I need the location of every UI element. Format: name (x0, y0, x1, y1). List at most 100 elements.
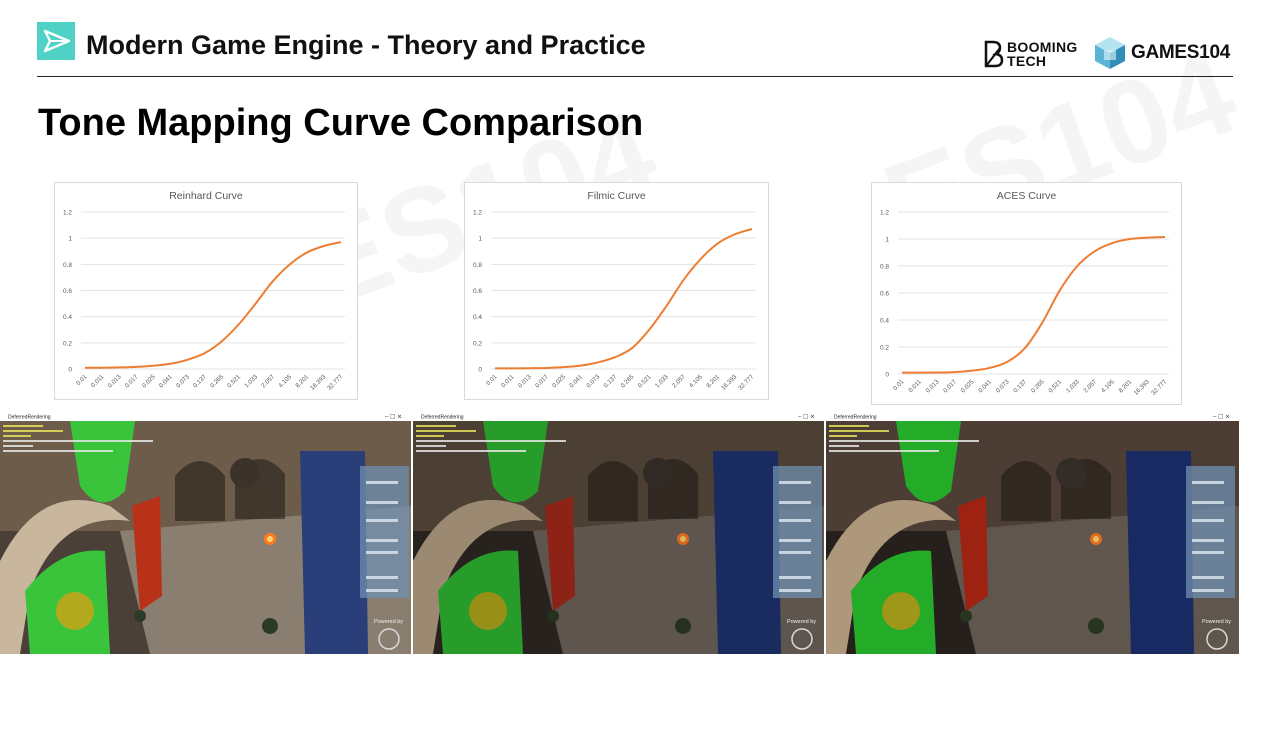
settings-row[interactable] (779, 501, 811, 504)
window-titlebar (0, 411, 411, 421)
y-tick-label: 0 (478, 367, 482, 374)
x-tick-label: 0.521 (637, 373, 653, 389)
powered-by-label: Powered by (787, 619, 816, 625)
x-tick-label: 0.013 (107, 373, 123, 389)
settings-row[interactable] (1192, 551, 1224, 554)
red-banner (958, 496, 988, 611)
x-tick-label: 0.011 (907, 378, 923, 394)
x-tick-label: 0.265 (209, 373, 225, 389)
booming-text: BOOMING (1007, 39, 1078, 55)
settings-row[interactable] (366, 501, 398, 504)
debug-overlay-line (829, 440, 979, 442)
x-tick-label: 0.025 (551, 373, 567, 389)
booming-tech-logo: BOOMING TECH (983, 38, 1083, 70)
x-tick-label: 0.017 (534, 373, 550, 389)
window-controls[interactable]: – ☐ ✕ (798, 414, 815, 421)
settings-row[interactable] (1192, 539, 1224, 542)
debug-overlay-line (416, 450, 526, 452)
settings-row[interactable] (366, 551, 398, 554)
aces-chart: ACES Curve 0 0.2 0.4 0.6 0.8 1 1.2 0.01 0.011 0.01… (871, 182, 1182, 405)
slide-header: Modern Game Engine - Theory and Practice… (0, 0, 1280, 80)
y-tick-label: 0.6 (880, 291, 889, 298)
x-tick-label: 0.041 (158, 373, 174, 389)
filmic-scene: DeferredRendering – ☐ ✕ Powered by (413, 411, 824, 654)
x-tick-label: 0.041 (977, 378, 993, 394)
y-tick-label: 0.4 (880, 318, 889, 325)
powered-by-label: Powered by (374, 619, 403, 625)
powered-by-label: Powered by (1202, 619, 1231, 625)
red-banner (132, 496, 162, 611)
settings-row[interactable] (366, 589, 398, 592)
window-controls[interactable]: – ☐ ✕ (1213, 414, 1230, 421)
settings-row[interactable] (1192, 501, 1224, 504)
settings-row[interactable] (779, 519, 811, 522)
x-tick-label: 0.025 (960, 378, 976, 394)
settings-row[interactable] (779, 481, 811, 484)
x-tick-label: 0.013 (925, 378, 941, 394)
reinhard-screenshot: DeferredRendering – ☐ ✕ Powered by (0, 411, 411, 654)
x-tick-label: 1.033 (654, 373, 670, 389)
page-title: Tone Mapping Curve Comparison (38, 102, 644, 144)
plant (675, 618, 691, 634)
stone-arch (413, 500, 543, 654)
brazier-core (1093, 536, 1099, 542)
x-tick-label: 0.521 (1047, 378, 1063, 394)
x-tick-label: 16.393 (1133, 378, 1152, 397)
y-tick-label: 1.2 (63, 210, 72, 217)
yellow-emblem (882, 592, 920, 630)
settings-row[interactable] (779, 589, 811, 592)
series-line (84, 241, 342, 369)
reinhard-scene: DeferredRendering – ☐ ✕ Powered by (0, 411, 411, 654)
x-tick-label: 16.393 (720, 373, 739, 392)
settings-row[interactable] (366, 519, 398, 522)
reinhard-chart-svg: Reinhard Curve 0 0.2 0.4 0.6 0.8 1 1.2 0.01 0.011… (63, 190, 345, 392)
paper-plane-icon (37, 22, 75, 60)
settings-row[interactable] (1192, 589, 1224, 592)
debug-overlay-line (829, 450, 939, 452)
stone-arch (0, 500, 130, 654)
x-tick-label: 2.057 (260, 373, 276, 389)
yellow-emblem (469, 592, 507, 630)
settings-row[interactable] (1192, 576, 1224, 579)
x-tick-label: 4.105 (1100, 378, 1116, 394)
arch (175, 461, 225, 521)
y-tick-label: 0.8 (63, 262, 72, 269)
x-tick-label: 0.011 (90, 373, 106, 389)
tone-overlay (413, 421, 824, 654)
cube-icon (1095, 37, 1125, 69)
x-tick-label: 16.393 (309, 373, 328, 392)
arch (1001, 461, 1051, 521)
settings-row[interactable] (366, 481, 398, 484)
settings-row[interactable] (779, 576, 811, 579)
window-titlebar (826, 411, 1239, 421)
y-tick-label: 0 (885, 372, 889, 379)
engine-logo-icon (791, 628, 813, 650)
plant (547, 610, 559, 622)
plant (134, 610, 146, 622)
debug-overlay-line (3, 450, 113, 452)
y-tick-label: 0.4 (473, 314, 482, 321)
plant (960, 610, 972, 622)
settings-row[interactable] (1192, 519, 1224, 522)
debug-overlay-line (3, 440, 153, 442)
debug-overlay-line (3, 430, 63, 432)
x-tick-label: 0.01 (892, 378, 906, 392)
x-tick-label: 32.777 (1150, 378, 1169, 397)
debug-overlay-line (416, 430, 476, 432)
settings-row[interactable] (366, 576, 398, 579)
x-tick-label: 2.057 (1082, 378, 1098, 394)
x-tick-label: 1.033 (1065, 378, 1081, 394)
settings-row[interactable] (1192, 481, 1224, 484)
window-controls[interactable]: – ☐ ✕ (385, 414, 402, 421)
settings-row[interactable] (779, 539, 811, 542)
x-tick-label: 0.073 (585, 373, 601, 389)
blue-banner (1126, 451, 1194, 654)
x-tick-label: 0.137 (602, 373, 618, 389)
chart-title: Reinhard Curve (169, 190, 243, 202)
settings-row[interactable] (366, 539, 398, 542)
settings-row[interactable] (779, 551, 811, 554)
series-line (901, 235, 1166, 374)
games104-logo: GAMES104 (1131, 42, 1230, 63)
